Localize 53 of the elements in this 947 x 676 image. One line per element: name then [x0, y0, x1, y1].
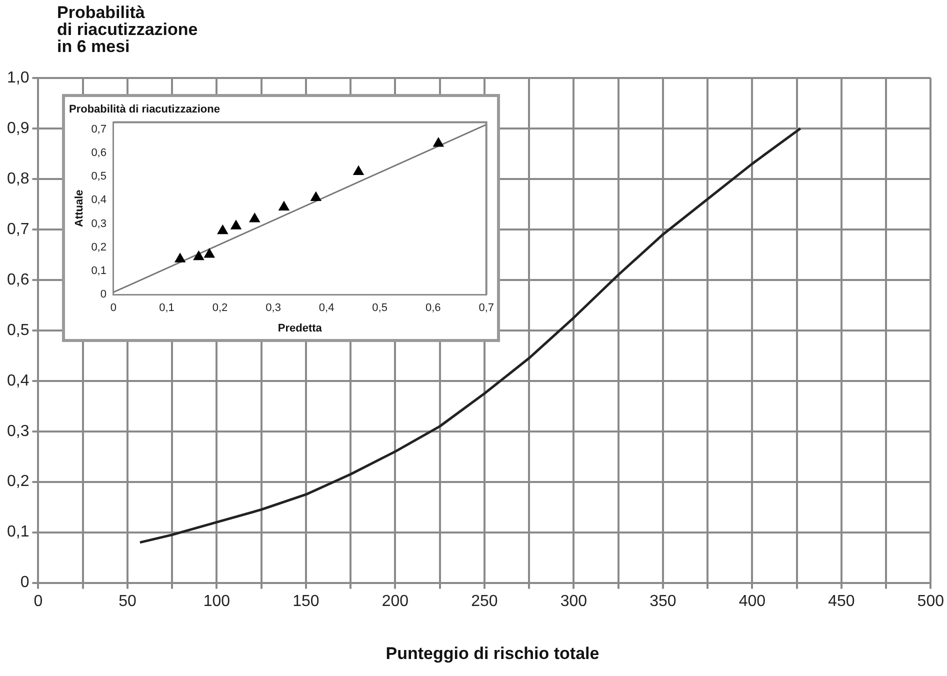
y-tick-label: 0,6 [91, 146, 106, 159]
y-tick-label: 0,5 [6, 322, 30, 339]
point [217, 224, 228, 234]
x-tick-label: 0,5 [372, 302, 388, 314]
y-tick-label: 0,8 [6, 170, 30, 188]
x-axis-title: Predetta [278, 322, 323, 334]
y-tick-label: 0,4 [6, 372, 30, 390]
y-tick-label: 0,9 [6, 120, 30, 137]
x-tick-label: 0,6 [425, 302, 441, 314]
point [249, 212, 260, 222]
point [278, 200, 290, 210]
y-tick-label: 0,2 [6, 473, 30, 490]
chart-title: Probabilità di riacutizzazione [69, 104, 220, 116]
x-tick-label: 250 [471, 592, 498, 610]
x-tick-label: 0,2 [212, 302, 228, 314]
y-tick-label: 0 [20, 574, 30, 592]
x-tick-label: 0,4 [318, 302, 334, 314]
y-tick-label: 0,3 [6, 422, 30, 440]
y-axis-title: Attuale [74, 190, 86, 228]
x-tick-label: 300 [560, 592, 588, 610]
x-tick-label: 0 [110, 302, 117, 314]
point [193, 250, 204, 260]
x-tick-label: 0,3 [266, 302, 281, 314]
y-tick-label: 0,4 [91, 194, 106, 206]
point [310, 191, 322, 202]
y-tick-label: 0,3 [91, 218, 106, 230]
x-tick-label: 50 [118, 592, 136, 610]
y-tick-label: 0,5 [91, 170, 106, 183]
x-tick-label: 100 [203, 592, 230, 610]
y-tick-label: 1,0 [6, 69, 30, 86]
point [352, 165, 364, 176]
y-axis-title: Probabilità di riacutizzazione in 6 mesi [57, 3, 198, 56]
y-tick-label: 0,2 [91, 241, 106, 254]
y-tick-label: 0 [100, 288, 106, 301]
x-axis-title: Punteggio di rischio totale [384, 644, 600, 664]
y-tick-label: 0,6 [6, 271, 30, 288]
x-tick-label: 450 [828, 592, 855, 610]
y-tick-label: 0,1 [6, 524, 30, 541]
x-tick-label: 500 [917, 592, 944, 610]
y-tick-label: 0,1 [91, 265, 106, 278]
point [204, 248, 215, 258]
point [432, 136, 444, 147]
point [174, 252, 186, 262]
x-tick-label: 0,7 [478, 302, 494, 314]
x-tick-label: 200 [382, 592, 409, 610]
x-tick-label: 400 [738, 592, 766, 610]
point [230, 220, 242, 230]
y-tick-label: 0,7 [6, 220, 30, 238]
y-tick-label: 0,7 [91, 123, 106, 136]
x-tick-label: 150 [292, 592, 320, 610]
x-tick-label: 0,1 [159, 302, 174, 314]
x-tick-label: 0 [34, 592, 43, 610]
x-tick-label: 350 [650, 592, 676, 610]
